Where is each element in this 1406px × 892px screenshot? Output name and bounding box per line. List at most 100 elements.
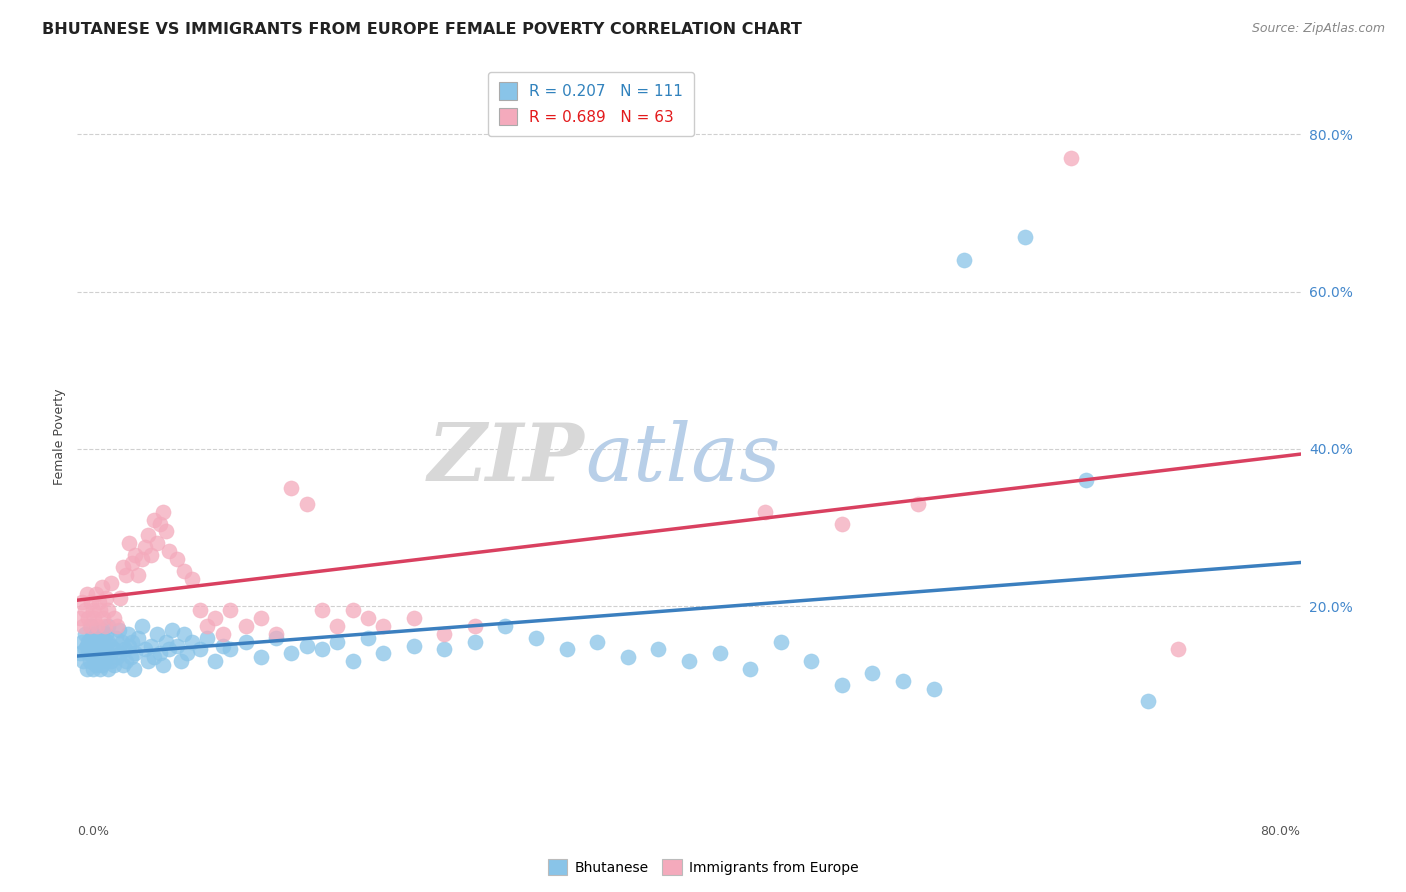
Point: [342, 603, 364, 617]
Point: [89, 634, 111, 648]
Point: [118, 536, 141, 550]
Point: [76, 662, 98, 676]
Point: [84, 658, 107, 673]
Point: [70, 595, 93, 609]
Point: [891, 673, 914, 688]
Point: [181, 572, 204, 586]
Point: [100, 654, 122, 668]
Point: [124, 646, 146, 660]
Point: [617, 650, 640, 665]
Point: [112, 559, 135, 574]
Point: [555, 642, 578, 657]
Point: [96, 591, 118, 606]
Point: [128, 631, 150, 645]
Point: [103, 611, 125, 625]
Point: [152, 505, 174, 519]
Point: [70, 634, 93, 648]
Point: [170, 654, 193, 668]
Point: [311, 642, 333, 657]
Point: [647, 642, 669, 657]
Point: [124, 548, 146, 562]
Point: [709, 646, 731, 660]
Point: [111, 634, 134, 648]
Point: [117, 626, 139, 640]
Point: [121, 634, 143, 648]
Point: [105, 650, 128, 665]
Point: [235, 634, 257, 648]
Point: [204, 654, 226, 668]
Point: [155, 634, 177, 648]
Point: [73, 603, 96, 617]
Point: [104, 631, 127, 645]
Point: [264, 631, 287, 645]
Point: [82, 639, 104, 653]
Point: [87, 639, 110, 653]
Point: [139, 639, 162, 653]
Y-axis label: Female Poverty: Female Poverty: [53, 389, 66, 485]
Point: [79, 642, 101, 657]
Point: [86, 619, 108, 633]
Point: [83, 634, 105, 648]
Point: [136, 528, 159, 542]
Point: [79, 654, 101, 668]
Point: [295, 639, 318, 653]
Point: [139, 548, 162, 562]
Point: [131, 552, 153, 566]
Point: [107, 623, 129, 637]
Text: BHUTANESE VS IMMIGRANTS FROM EUROPE FEMALE POVERTY CORRELATION CHART: BHUTANESE VS IMMIGRANTS FROM EUROPE FEMA…: [42, 22, 801, 37]
Point: [136, 654, 159, 668]
Point: [1167, 642, 1189, 657]
Point: [134, 540, 156, 554]
Point: [433, 626, 456, 640]
Point: [97, 603, 120, 617]
Point: [181, 634, 204, 648]
Point: [586, 634, 609, 648]
Point: [754, 505, 776, 519]
Point: [108, 591, 131, 606]
Point: [155, 524, 177, 539]
Point: [80, 631, 103, 645]
Point: [1076, 473, 1098, 487]
Point: [94, 639, 117, 653]
Point: [82, 662, 104, 676]
Point: [204, 611, 226, 625]
Point: [82, 650, 104, 665]
Point: [922, 681, 945, 696]
Point: [97, 634, 120, 648]
Point: [105, 619, 128, 633]
Point: [100, 639, 122, 653]
Point: [342, 654, 364, 668]
Point: [1060, 151, 1083, 165]
Point: [433, 642, 456, 657]
Point: [188, 603, 211, 617]
Point: [173, 626, 195, 640]
Point: [86, 654, 108, 668]
Point: [464, 634, 486, 648]
Point: [326, 634, 349, 648]
Point: [160, 623, 183, 637]
Point: [326, 619, 349, 633]
Point: [77, 611, 100, 625]
Point: [90, 580, 112, 594]
Point: [76, 587, 98, 601]
Point: [84, 642, 107, 657]
Point: [219, 603, 242, 617]
Point: [195, 631, 218, 645]
Point: [219, 642, 242, 657]
Legend: Bhutanese, Immigrants from Europe: Bhutanese, Immigrants from Europe: [543, 854, 863, 880]
Point: [91, 642, 114, 657]
Text: 0.0%: 0.0%: [77, 825, 110, 838]
Point: [73, 642, 96, 657]
Point: [1014, 229, 1036, 244]
Point: [211, 626, 233, 640]
Point: [77, 646, 100, 660]
Point: [97, 662, 120, 676]
Point: [250, 611, 273, 625]
Text: Source: ZipAtlas.com: Source: ZipAtlas.com: [1251, 22, 1385, 36]
Point: [72, 619, 94, 633]
Point: [862, 666, 884, 681]
Point: [108, 646, 131, 660]
Point: [357, 611, 380, 625]
Point: [90, 623, 112, 637]
Point: [157, 544, 180, 558]
